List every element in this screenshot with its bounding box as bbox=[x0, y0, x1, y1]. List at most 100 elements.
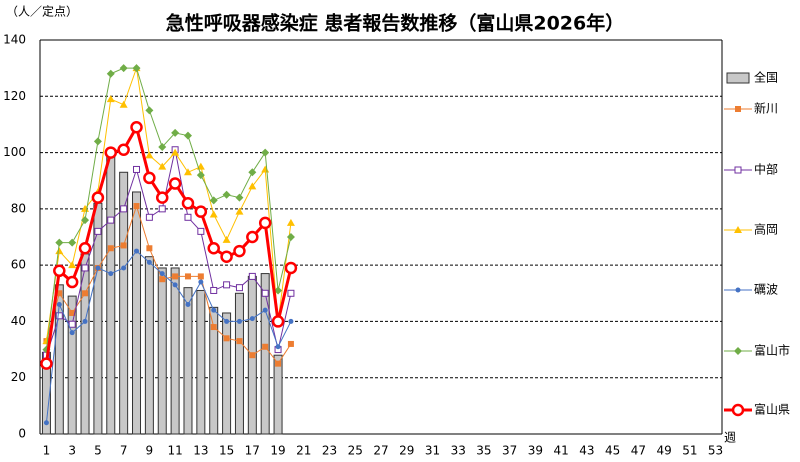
point bbox=[222, 235, 231, 243]
point bbox=[233, 244, 246, 258]
point bbox=[145, 106, 154, 115]
legend-marker bbox=[735, 106, 741, 112]
point bbox=[261, 289, 269, 297]
legend-label: 全国 bbox=[754, 70, 778, 85]
legend-marker bbox=[734, 226, 742, 233]
point bbox=[172, 282, 178, 288]
point bbox=[287, 289, 295, 297]
bar bbox=[67, 295, 77, 435]
x-tick-label: 25 bbox=[348, 444, 363, 458]
legend-marker bbox=[734, 166, 742, 174]
point bbox=[223, 335, 230, 342]
x-tick-label: 11 bbox=[167, 444, 182, 458]
x-tick-label: 35 bbox=[476, 444, 491, 458]
point bbox=[248, 182, 257, 190]
point bbox=[145, 213, 153, 221]
x-tick-label: 9 bbox=[146, 444, 154, 458]
point bbox=[82, 318, 88, 324]
bar bbox=[222, 312, 232, 435]
point bbox=[286, 218, 295, 226]
point bbox=[284, 261, 298, 275]
point bbox=[133, 165, 141, 173]
point bbox=[246, 230, 259, 244]
x-tick-label: 29 bbox=[399, 444, 414, 458]
point bbox=[235, 284, 243, 292]
legend-marker bbox=[735, 287, 741, 293]
point bbox=[171, 148, 180, 156]
point bbox=[261, 148, 270, 157]
point bbox=[262, 307, 268, 313]
point bbox=[171, 128, 180, 137]
x-tick-label: 51 bbox=[682, 444, 697, 458]
legend-marker bbox=[731, 403, 745, 417]
x-tick-label: 41 bbox=[554, 444, 569, 458]
point bbox=[275, 344, 281, 350]
legend-label: 新川 bbox=[754, 101, 778, 116]
point bbox=[68, 238, 77, 247]
point bbox=[168, 177, 182, 190]
bar bbox=[119, 171, 129, 435]
point bbox=[134, 248, 140, 254]
x-tick-label: 37 bbox=[502, 444, 517, 458]
bar bbox=[157, 267, 167, 435]
x-tick-label: 21 bbox=[296, 444, 311, 458]
point bbox=[107, 245, 114, 252]
point bbox=[106, 95, 115, 103]
point bbox=[235, 193, 244, 202]
point bbox=[69, 309, 76, 316]
legend-swatch bbox=[726, 72, 750, 84]
x-tick-label: 43 bbox=[579, 444, 594, 458]
x-tick-label: 49 bbox=[656, 444, 671, 458]
y-tick-label: 80 bbox=[11, 201, 26, 215]
point bbox=[159, 276, 166, 283]
point bbox=[220, 250, 233, 263]
point bbox=[40, 357, 53, 370]
point bbox=[145, 151, 154, 159]
point bbox=[275, 360, 282, 367]
point bbox=[209, 196, 218, 205]
x-tick-label: 13 bbox=[193, 444, 208, 458]
point bbox=[209, 210, 218, 218]
x-tick-label: 17 bbox=[245, 444, 260, 458]
x-tick-label: 27 bbox=[373, 444, 388, 458]
point bbox=[56, 290, 63, 297]
point bbox=[207, 242, 220, 255]
point bbox=[236, 338, 243, 345]
point bbox=[91, 191, 105, 204]
point bbox=[210, 286, 218, 294]
point bbox=[119, 100, 128, 108]
point bbox=[211, 307, 217, 313]
point bbox=[271, 315, 285, 328]
point bbox=[194, 205, 208, 218]
point bbox=[158, 142, 167, 151]
bar bbox=[170, 267, 180, 435]
point bbox=[55, 247, 64, 255]
point bbox=[132, 64, 141, 73]
point bbox=[172, 273, 179, 280]
point bbox=[222, 190, 231, 199]
point bbox=[262, 343, 269, 350]
point bbox=[184, 273, 191, 280]
point bbox=[143, 171, 156, 185]
point bbox=[43, 420, 49, 426]
x-tick-label: 15 bbox=[219, 444, 234, 458]
bar bbox=[273, 354, 283, 435]
point bbox=[106, 69, 115, 78]
point bbox=[185, 302, 191, 308]
x-tick-label: 19 bbox=[270, 444, 285, 458]
x-tick-label: 45 bbox=[605, 444, 620, 458]
bar bbox=[196, 289, 206, 435]
point bbox=[69, 330, 75, 336]
point bbox=[274, 286, 283, 295]
x-tick-label: 23 bbox=[322, 444, 337, 458]
x-tick-label: 47 bbox=[631, 444, 646, 458]
point bbox=[286, 233, 295, 241]
point bbox=[224, 318, 230, 324]
point bbox=[146, 259, 152, 265]
point bbox=[133, 203, 140, 210]
legend-label: 礪波 bbox=[754, 283, 778, 297]
y-tick-label: 60 bbox=[11, 258, 26, 272]
point bbox=[65, 275, 79, 289]
bar bbox=[106, 149, 116, 435]
